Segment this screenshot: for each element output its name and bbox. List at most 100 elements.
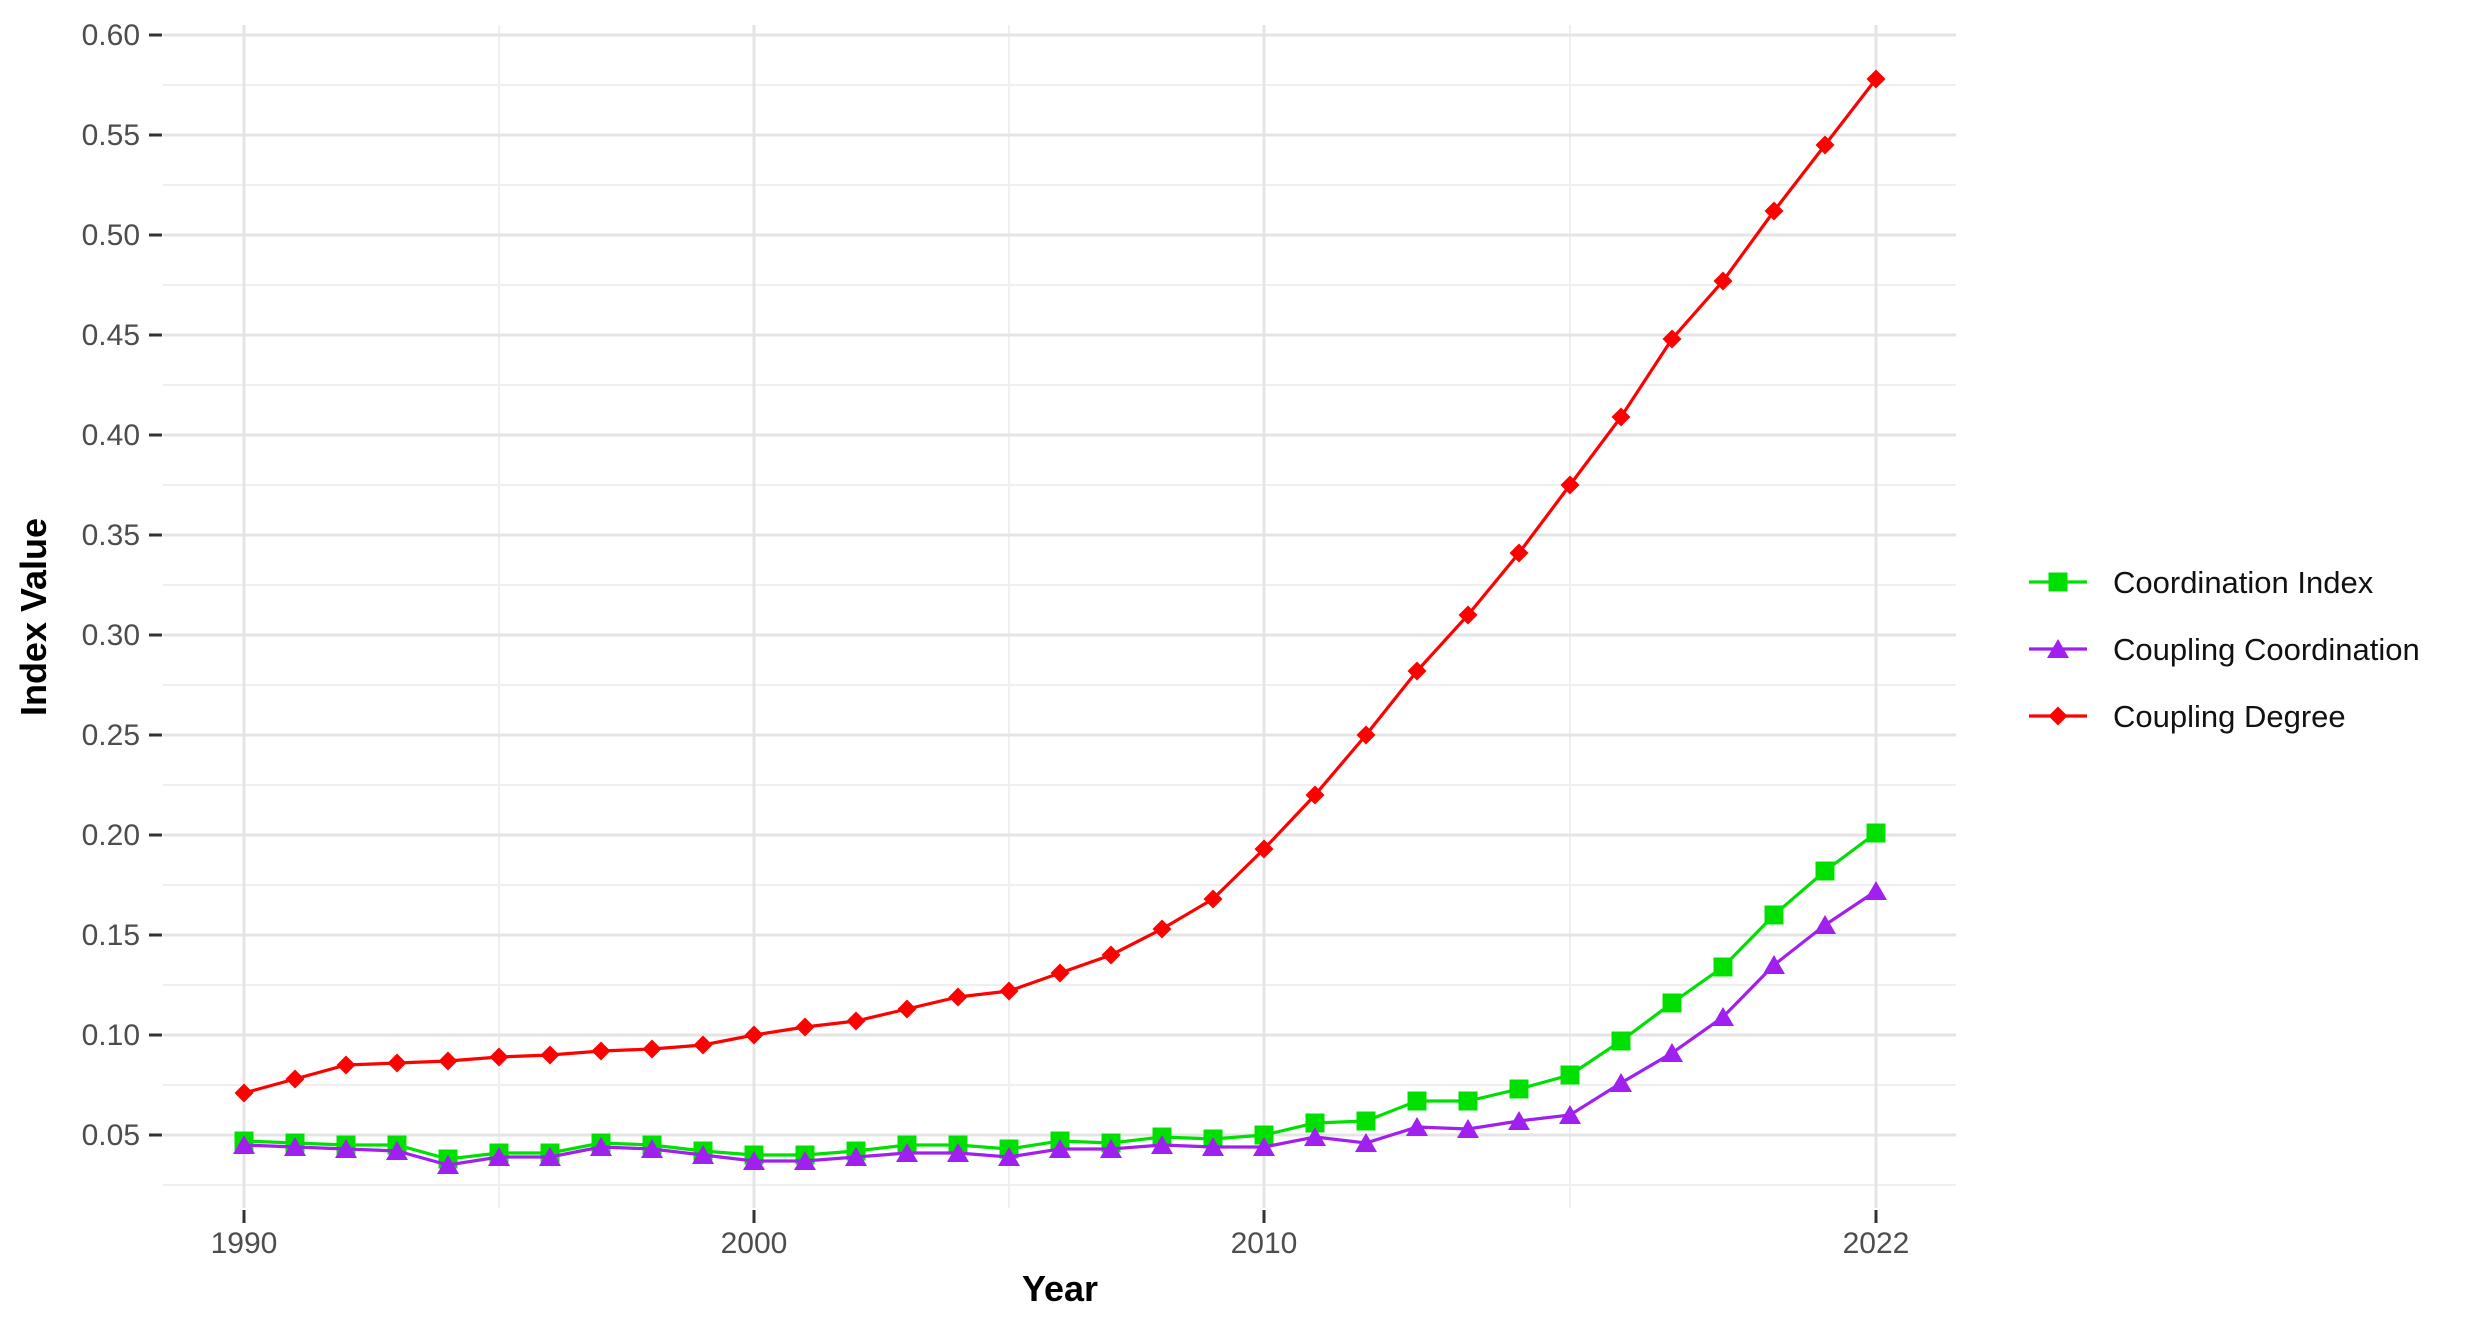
data-point-square (1815, 861, 1835, 881)
data-point-triangle (1508, 1111, 1530, 1130)
legend-item-label: Coupling Coordination (2113, 632, 2420, 667)
data-point-diamond (897, 999, 917, 1019)
data-point-square (1407, 1091, 1427, 1111)
data-point-diamond (1050, 963, 1070, 983)
legend-item-label: Coupling Degree (2113, 699, 2346, 734)
data-point-diamond (642, 1039, 662, 1059)
data-point-triangle (1610, 1073, 1632, 1092)
data-point-triangle (692, 1145, 714, 1164)
data-point-diamond (540, 1045, 560, 1065)
legend: Coordination Index Coupling Coordination C… (2029, 565, 2420, 734)
data-point-triangle (1202, 1137, 1224, 1156)
data-point-diamond (1305, 785, 1325, 805)
x-tick-label: 2022 (1843, 1227, 1910, 1260)
data-point-diamond (1254, 839, 1274, 859)
data-point-triangle (1763, 955, 1785, 974)
legend-item: Coupling Coordination (2029, 632, 2420, 667)
data-point-triangle (488, 1147, 510, 1166)
x-axis-tick-labels: 1990 2000 2010 2022 (211, 1227, 1910, 1260)
data-point-diamond (795, 1017, 815, 1037)
legend-item: Coordination Index (2029, 565, 2374, 600)
data-point-diamond (1203, 889, 1223, 909)
data-point-square (1356, 1111, 1376, 1131)
data-point-triangle (1100, 1139, 1122, 1158)
data-point-triangle (1406, 1117, 1428, 1136)
gridlines (163, 25, 1956, 1208)
data-point-square (1254, 1125, 1274, 1145)
data-point-diamond (1611, 407, 1631, 427)
data-point-diamond (693, 1035, 713, 1055)
data-point-square (1662, 993, 1682, 1013)
data-point-square (1866, 823, 1886, 843)
y-tick-label: 0.40 (82, 419, 140, 452)
data-point-diamond (744, 1025, 764, 1045)
data-point-triangle (845, 1147, 867, 1166)
x-tick-label: 2010 (1231, 1227, 1298, 1260)
y-tick-label: 0.45 (82, 319, 140, 352)
data-point-diamond (846, 1011, 866, 1031)
data-point-diamond (438, 1051, 458, 1071)
y-tick-label: 0.50 (82, 219, 140, 252)
data-point-triangle (1814, 915, 1836, 934)
legend-key-triangle (2047, 639, 2069, 658)
data-point-diamond (1152, 919, 1172, 939)
data-point-triangle (794, 1151, 816, 1170)
data-point-triangle (233, 1135, 255, 1154)
data-point-square (1560, 1065, 1580, 1085)
data-point-triangle (998, 1147, 1020, 1166)
data-point-square (1713, 957, 1733, 977)
data-point-triangle (947, 1143, 969, 1162)
y-tick-label: 0.55 (82, 119, 140, 152)
data-point-diamond (1662, 329, 1682, 349)
data-point-diamond (336, 1055, 356, 1075)
data-point-diamond (1815, 135, 1835, 155)
data-point-triangle (1049, 1139, 1071, 1158)
data-point-diamond (1764, 201, 1784, 221)
data-point-triangle (641, 1139, 663, 1158)
data-point-triangle (1865, 881, 1887, 900)
data-point-triangle (896, 1143, 918, 1162)
data-point-triangle (1559, 1105, 1581, 1124)
data-point-diamond (1101, 945, 1121, 965)
y-tick-label: 0.35 (82, 519, 140, 552)
data-point-triangle (1457, 1119, 1479, 1138)
data-point-diamond (489, 1047, 509, 1067)
data-point-square (1305, 1113, 1325, 1133)
data-point-diamond (1560, 475, 1580, 495)
data-point-diamond (1866, 69, 1886, 89)
data-point-triangle (539, 1147, 561, 1166)
data-point-diamond (1356, 725, 1376, 745)
data-point-diamond (387, 1053, 407, 1073)
data-point-diamond (1458, 605, 1478, 625)
legend-key-diamond (2048, 706, 2068, 726)
legend-item: Coupling Degree (2029, 699, 2346, 734)
legend-key-square (2048, 572, 2068, 592)
data-point-diamond (1407, 661, 1427, 681)
data-point-triangle (743, 1151, 765, 1170)
data-point-triangle (1253, 1137, 1275, 1156)
data-point-diamond (999, 981, 1019, 1001)
data-point-diamond (1509, 543, 1529, 563)
data-point-triangle (335, 1139, 357, 1158)
y-tick-label: 0.05 (82, 1119, 140, 1152)
data-point-triangle (1151, 1135, 1173, 1154)
data-point-diamond (234, 1083, 254, 1103)
data-point-square (1764, 905, 1784, 925)
y-tick-label: 0.20 (82, 819, 140, 852)
data-point-square (1611, 1031, 1631, 1051)
data-point-triangle (386, 1141, 408, 1160)
data-point-triangle (1712, 1007, 1734, 1026)
data-point-triangle (590, 1137, 612, 1156)
data-point-triangle (1304, 1127, 1326, 1146)
data-point-triangle (1355, 1133, 1377, 1152)
data-point-triangle (437, 1155, 459, 1174)
x-axis-title: Year (1022, 1268, 1098, 1309)
legend-item-label: Coordination Index (2113, 565, 2374, 600)
data-point-square (1458, 1091, 1478, 1111)
y-tick-label: 0.30 (82, 619, 140, 652)
y-axis-tick-labels: 0.60 0.55 0.50 0.45 0.40 0.35 0.30 0.25 0.20 0.15… (82, 19, 140, 1152)
x-tick-label: 2000 (721, 1227, 788, 1260)
y-tick-label: 0.25 (82, 719, 140, 752)
